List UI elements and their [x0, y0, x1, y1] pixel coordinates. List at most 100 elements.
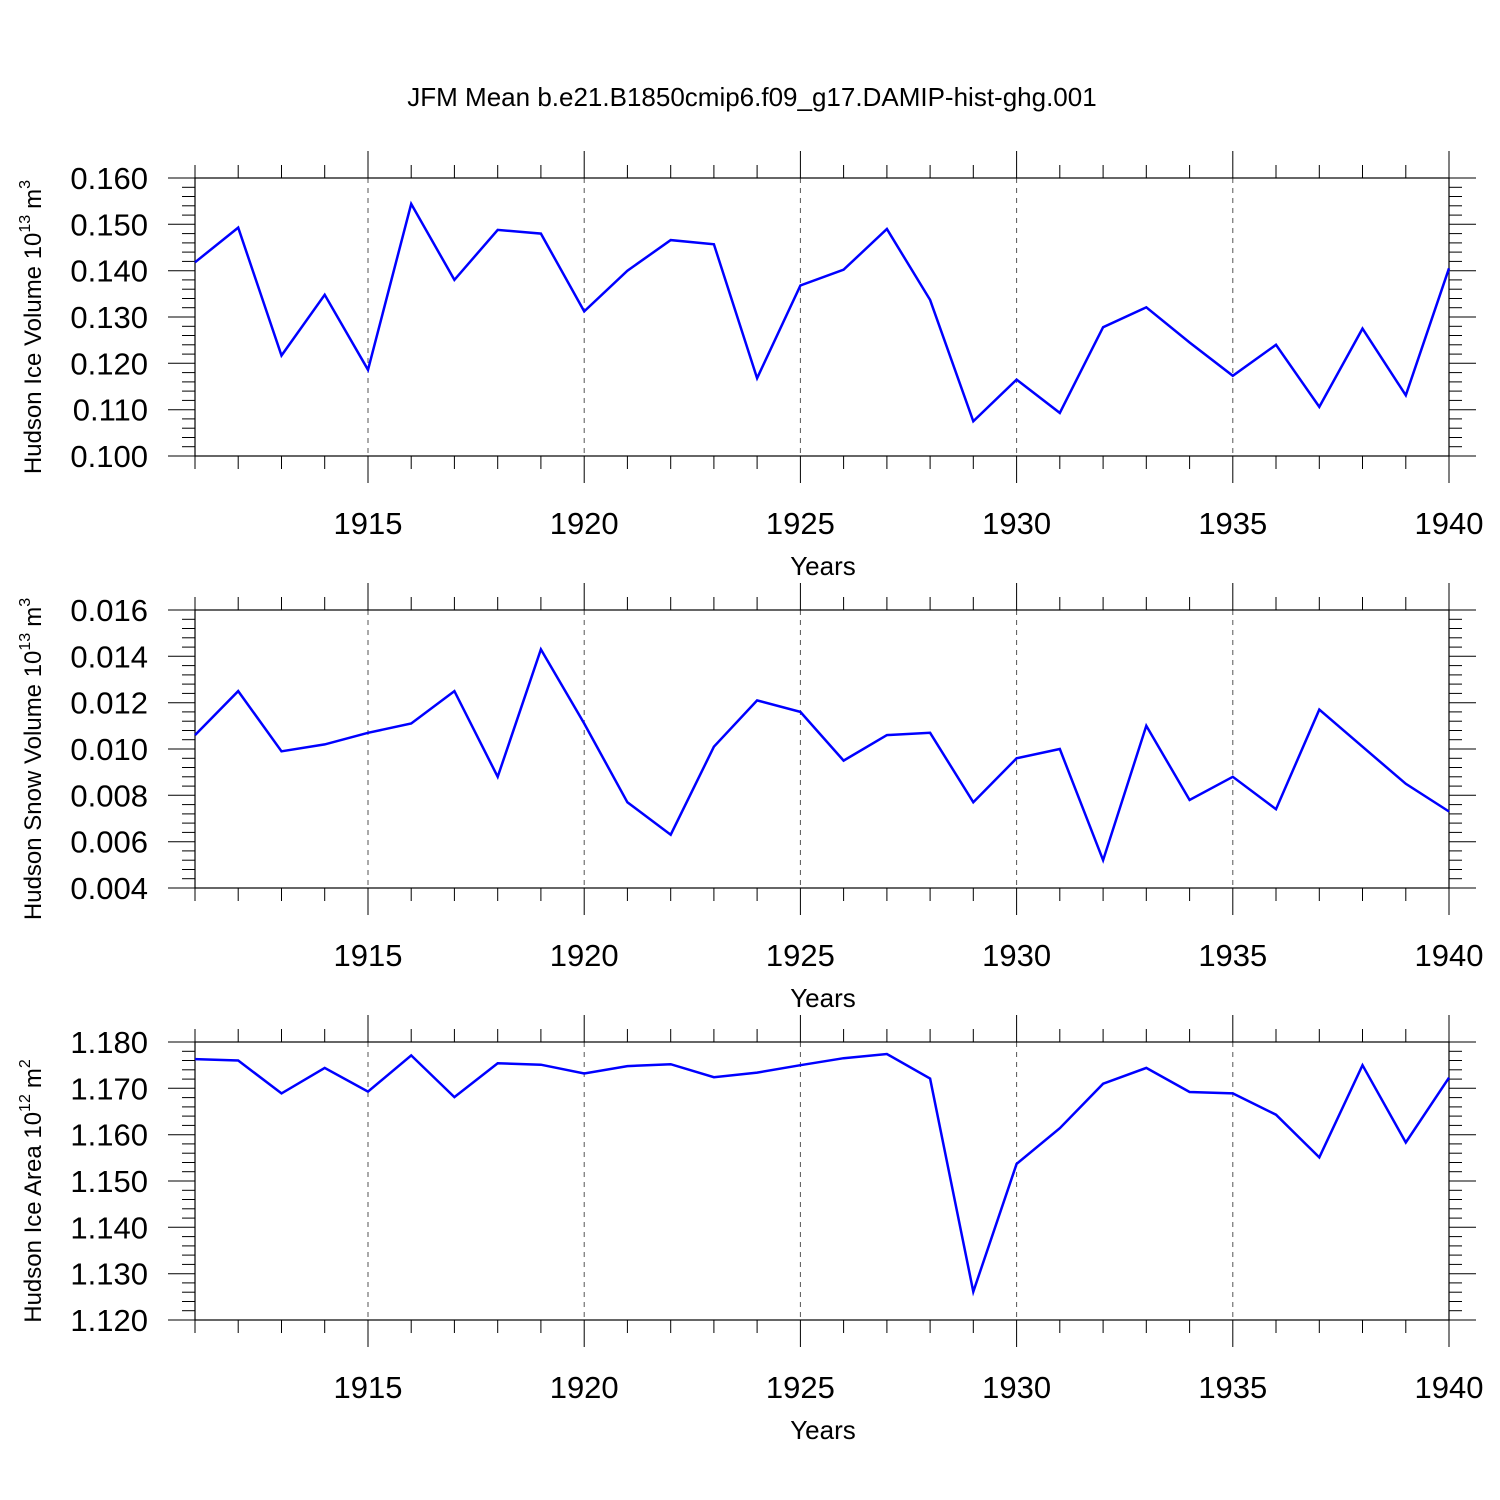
y-tick-label: 0.140 [70, 254, 148, 289]
data-point-1926 [843, 1057, 845, 1059]
data-point-1926 [843, 760, 845, 762]
data-point-1933 [1145, 306, 1147, 308]
data-point-1917 [453, 1096, 455, 1098]
data-point-1939 [1405, 394, 1407, 396]
data-point-1912 [237, 690, 239, 692]
data-point-1917 [453, 690, 455, 692]
data-point-1914 [324, 743, 326, 745]
data-point-1916 [410, 723, 412, 725]
data-point-1930 [1016, 757, 1018, 759]
data-point-1923 [713, 746, 715, 748]
data-point-1931 [1059, 748, 1061, 750]
data-point-1915 [367, 1091, 369, 1093]
data-point-1925 [799, 1064, 801, 1066]
data-point-1928 [929, 732, 931, 734]
data-point-1931 [1059, 412, 1061, 414]
data-point-1918 [497, 229, 499, 231]
data-point-1928 [929, 1078, 931, 1080]
data-point-1919 [540, 233, 542, 235]
x-axis-title: Years [790, 1415, 856, 1445]
data-point-1914 [324, 294, 326, 296]
y-axis-title: Hudson Snow Volume 1013 m3 [17, 598, 47, 920]
data-point-1912 [237, 1060, 239, 1062]
data-point-1937 [1318, 1156, 1320, 1158]
data-point-1929 [972, 801, 974, 803]
x-tick-label: 1920 [550, 506, 619, 541]
x-tick-label: 1925 [766, 1370, 835, 1405]
data-point-1915 [367, 369, 369, 371]
data-point-1911 [194, 734, 196, 736]
data-point-1924 [756, 377, 758, 379]
data-point-1921 [626, 270, 628, 272]
data-point-1940 [1448, 811, 1450, 813]
x-tick-label: 1930 [982, 1370, 1051, 1405]
data-point-1911 [194, 261, 196, 263]
x-tick-label: 1935 [1198, 506, 1267, 541]
y-tick-label: 0.130 [70, 300, 148, 335]
data-point-1922 [670, 1063, 672, 1065]
chart-panel-1: 0.100 0.110 0.120 0.130 0.140 0.150 0.160 1915 1… [17, 151, 1483, 581]
y-tick-label: 0.100 [70, 439, 148, 474]
chart-panel-3: 1.120 1.130 1.140 1.150 1.160 1.170 1.180 1915 1… [17, 1015, 1483, 1445]
data-point-1937 [1318, 709, 1320, 711]
data-point-1929 [972, 420, 974, 422]
y-tick-label: 1.170 [70, 1071, 148, 1106]
data-point-1935 [1232, 776, 1234, 778]
x-tick-label: 1935 [1198, 938, 1267, 973]
data-point-1933 [1145, 725, 1147, 727]
data-point-1936 [1275, 1114, 1277, 1116]
y-tick-label: 0.160 [70, 161, 148, 196]
data-point-1925 [799, 711, 801, 713]
data-point-1938 [1362, 1064, 1364, 1066]
y-tick-label: 0.010 [70, 732, 148, 767]
data-point-1923 [713, 1076, 715, 1078]
data-point-1935 [1232, 1092, 1234, 1094]
data-point-1913 [281, 355, 283, 357]
data-point-1920 [583, 723, 585, 725]
x-tick-label: 1935 [1198, 1370, 1267, 1405]
data-point-1934 [1189, 1091, 1191, 1093]
y-tick-label: 0.008 [70, 778, 148, 813]
data-point-1932 [1102, 859, 1104, 861]
y-tick-label: 1.150 [70, 1164, 148, 1199]
data-point-1929 [972, 1291, 974, 1293]
y-axis-title-unit-power: 2 [17, 1059, 34, 1068]
data-point-1913 [281, 750, 283, 752]
series-line [194, 200, 1451, 424]
figure-title: JFM Mean b.e21.B1850cmip6.f09_g17.DAMIP-… [407, 82, 1096, 112]
y-axis-title-unit: m [20, 189, 47, 209]
data-point-1924 [756, 1072, 758, 1074]
x-axis-title: Years [790, 983, 856, 1013]
x-tick-label: 1930 [982, 938, 1051, 973]
y-tick-label: 0.120 [70, 346, 148, 381]
data-point-1913 [281, 1092, 283, 1094]
data-point-1930 [1016, 1163, 1018, 1165]
x-axis-title: Years [790, 551, 856, 581]
data-point-1931 [1059, 1127, 1061, 1129]
data-point-1932 [1102, 1083, 1104, 1085]
data-point-1936 [1275, 344, 1277, 346]
data-point-1938 [1362, 746, 1364, 748]
y-axis-title: Hudson Ice Volume 1013 m3 [17, 180, 47, 474]
x-tick-label: 1920 [550, 938, 619, 973]
y-tick-label: 0.016 [70, 593, 148, 628]
data-point-1920 [583, 310, 585, 312]
data-point-1924 [756, 699, 758, 701]
data-point-1934 [1189, 799, 1191, 801]
x-tick-label: 1925 [766, 938, 835, 973]
data-point-1920 [583, 1073, 585, 1075]
data-point-1928 [929, 299, 931, 301]
data-point-1923 [713, 243, 715, 245]
series-line [194, 646, 1450, 864]
x-tick-label: 1940 [1415, 1370, 1484, 1405]
y-axis-title-text: Hudson Ice Volume 10 [20, 233, 47, 475]
y-axis-title-unit: m [20, 607, 47, 627]
data-point-1927 [886, 734, 888, 736]
data-point-1917 [453, 279, 455, 281]
y-tick-label: 1.160 [70, 1118, 148, 1153]
data-point-1930 [1016, 379, 1018, 381]
y-axis-title-exponent: 12 [17, 1094, 34, 1112]
y-tick-label: 1.140 [70, 1210, 148, 1245]
